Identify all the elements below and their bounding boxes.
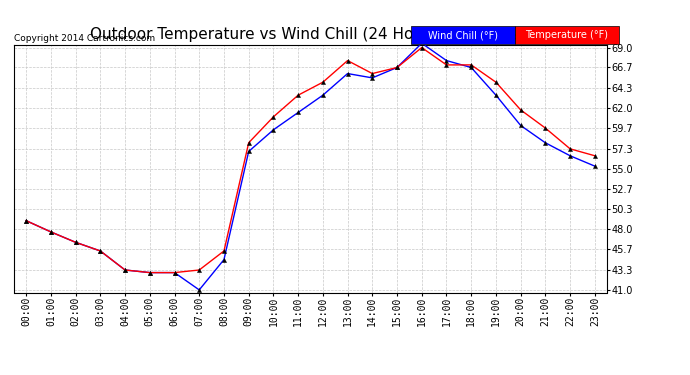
Text: Temperature (°F): Temperature (°F) [525, 30, 609, 40]
FancyBboxPatch shape [515, 26, 619, 44]
Title: Outdoor Temperature vs Wind Chill (24 Hours)  20140922: Outdoor Temperature vs Wind Chill (24 Ho… [90, 27, 531, 42]
FancyBboxPatch shape [411, 26, 515, 44]
Text: Copyright 2014 Cartronics.com: Copyright 2014 Cartronics.com [14, 33, 155, 42]
Text: Wind Chill (°F): Wind Chill (°F) [428, 30, 498, 40]
